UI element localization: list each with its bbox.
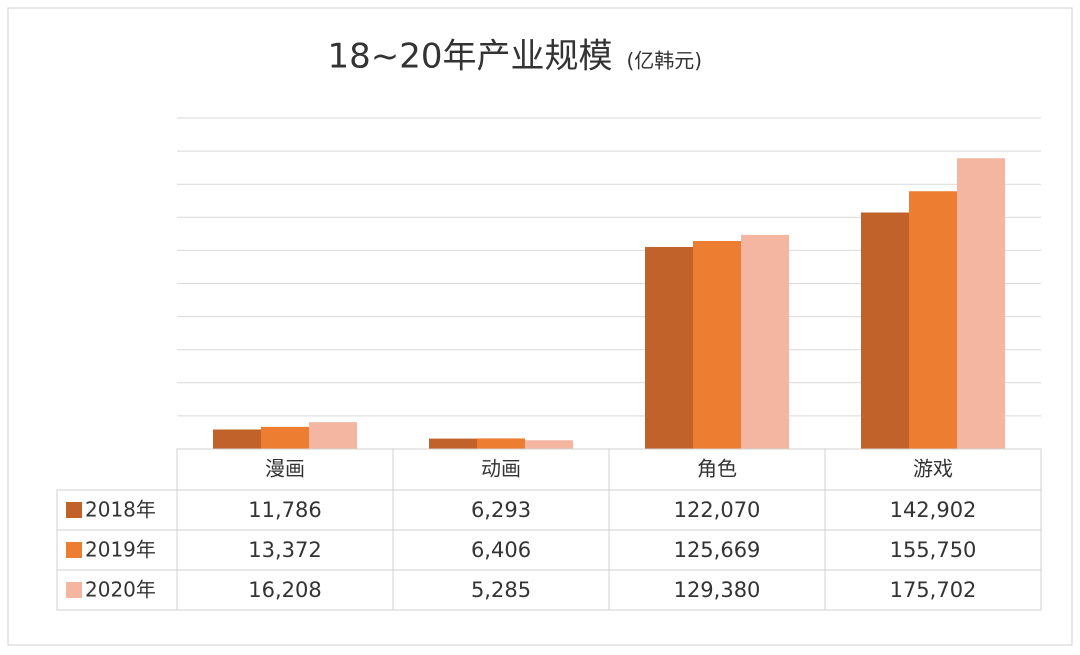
table-value: 6,406 bbox=[471, 538, 531, 562]
table-value: 125,669 bbox=[674, 538, 761, 562]
x-tick-label: 漫画 bbox=[265, 457, 305, 481]
bar bbox=[645, 246, 693, 449]
table-value: 5,285 bbox=[471, 578, 531, 602]
legend-label: 2018年 bbox=[85, 498, 156, 522]
bar bbox=[477, 438, 525, 449]
x-tick-label: 角色 bbox=[697, 457, 737, 481]
table-value: 122,070 bbox=[674, 498, 761, 522]
chart-subtitle: (亿韩元) bbox=[627, 49, 703, 73]
bar bbox=[861, 212, 909, 449]
bar bbox=[909, 191, 957, 449]
table-value: 155,750 bbox=[890, 538, 977, 562]
bar bbox=[693, 241, 741, 449]
bar bbox=[957, 158, 1005, 449]
table-value: 16,208 bbox=[248, 578, 321, 602]
table-value: 142,902 bbox=[890, 498, 977, 522]
x-tick-label: 游戏 bbox=[913, 457, 953, 481]
bar bbox=[213, 429, 261, 449]
bar bbox=[309, 422, 357, 449]
bar bbox=[741, 234, 789, 449]
chart-title: 18~20年产业规模 bbox=[327, 37, 612, 77]
table-value: 175,702 bbox=[890, 578, 977, 602]
bar bbox=[261, 426, 309, 449]
x-tick-label: 动画 bbox=[481, 457, 521, 481]
legend-label: 2020年 bbox=[85, 578, 156, 602]
table-value: 11,786 bbox=[248, 498, 321, 522]
table-value: 129,380 bbox=[674, 578, 761, 602]
table-value: 6,293 bbox=[471, 498, 531, 522]
legend-label: 2019年 bbox=[85, 538, 156, 562]
table-row bbox=[56, 569, 1042, 611]
legend-swatch bbox=[66, 582, 82, 598]
legend-swatch bbox=[66, 502, 82, 518]
table-value: 13,372 bbox=[248, 538, 321, 562]
legend-swatch bbox=[66, 542, 82, 558]
bar bbox=[525, 440, 573, 449]
bar bbox=[429, 438, 477, 449]
